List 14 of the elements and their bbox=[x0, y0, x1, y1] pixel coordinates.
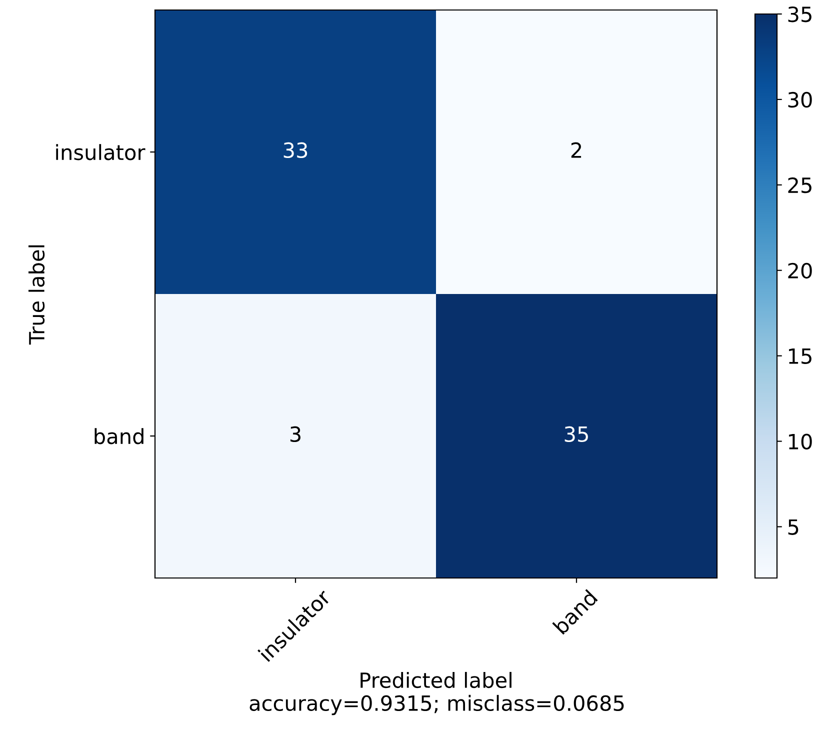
color-bar-label: 30 bbox=[788, 92, 812, 108]
color-bar-label: 20 bbox=[788, 262, 812, 279]
color-bar-label: 10 bbox=[789, 434, 812, 450]
color-bar-label: 25 bbox=[788, 177, 812, 194]
color-bar-label: 15 bbox=[789, 348, 812, 364]
color-bar-label: 35 bbox=[788, 6, 812, 22]
data-label: 3 bbox=[290, 426, 300, 442]
data-label: 35 bbox=[564, 426, 588, 442]
data-label: 2 bbox=[571, 142, 582, 158]
data-label: 33 bbox=[284, 142, 308, 158]
color-bar-label: 5 bbox=[788, 519, 798, 535]
x-axis-title: Predicted label bbox=[360, 672, 512, 688]
text: accuracy=0.9315; misclass=0.0685 bbox=[250, 694, 624, 716]
y-axis-title: True label bbox=[28, 245, 45, 345]
